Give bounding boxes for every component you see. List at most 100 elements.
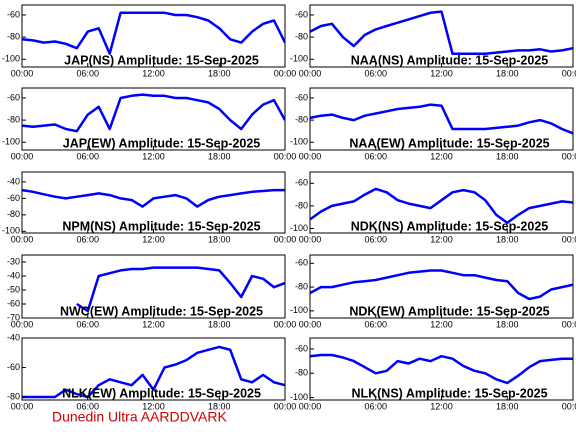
x-tick-label: 12:00 [430,319,453,329]
y-tick-label: -60 [295,343,308,353]
signal-line [310,103,573,135]
y-tick-label: -80 [295,281,308,291]
x-tick-label: 06:00 [76,319,99,329]
y-tick-label: -100 [290,392,308,402]
y-tick-label: -50 [7,284,20,294]
x-tick-label: 18:00 [496,68,519,78]
plot-area [310,103,573,135]
plot-area [22,345,285,399]
panel: -60 -80 -100 00:00 06:00 12:00 18:00 00:00 JAP(E… [2,87,297,161]
y-tick-label: -100 [290,305,308,315]
x-tick-label: 06:00 [364,234,387,244]
x-tick-label: 00:00 [562,234,576,244]
y-tick-label: -80 [295,31,308,41]
x-tick-label: 18:00 [496,151,519,161]
x-tick-label: 06:00 [364,401,387,411]
x-tick-label: 00:00 [11,68,34,78]
plot-area [22,93,285,133]
y-tick-label: -60 [7,298,20,308]
x-tick-label: 00:00 [274,319,297,329]
panel: -60 -80 -100 00:00 06:00 12:00 18:00 00:00 NDK(E… [290,254,576,329]
y-tick-label: -80 [7,391,20,401]
signal-line [22,93,285,133]
y-tick-label: -100 [2,137,20,147]
x-tick-label: 12:00 [142,68,165,78]
x-tick-label: 00:00 [562,401,576,411]
x-tick-label: 00:00 [274,68,297,78]
x-tick-label: 06:00 [364,319,387,329]
x-tick-label: 18:00 [208,319,231,329]
y-tick-label: -60 [7,92,20,102]
y-tick-label: -30 [7,256,20,266]
y-tick-label: -80 [7,209,20,219]
x-tick-label: 12:00 [142,234,165,244]
y-tick-label: -60 [295,178,308,188]
panel-title: NLK(NS) Amplitude: 15-Sep-2025 [351,386,547,400]
y-tick-label: -100 [290,137,308,147]
panel: -60-80-10000:0006:0012:0018:0000:00NDK(N… [290,171,576,244]
x-tick-label: 18:00 [208,68,231,78]
x-tick-label: 12:00 [430,234,453,244]
signal-line [310,353,573,385]
y-tick-label: -100 [290,223,308,233]
x-tick-label: 00:00 [299,151,322,161]
panel-title: NDK(EW) Amplitude: 15-Sep-2025 [349,304,549,318]
plot-area [310,10,573,55]
x-tick-label: 00:00 [11,234,34,244]
x-tick-label: 00:00 [11,401,34,411]
panel-title: JAP(EW) Amplitude: 15-Sep-2025 [63,136,261,150]
x-tick-label: 00:00 [299,319,322,329]
panel-title: NWC(EW) Amplitude: 15-Sep-2025 [60,304,263,318]
x-tick-label: 06:00 [364,68,387,78]
y-tick-label: -80 [7,31,20,41]
x-tick-label: 12:00 [142,319,165,329]
panel-title: NAA(EW) Amplitude: 15-Sep-2025 [349,136,549,150]
y-tick-label: -60 [295,9,308,19]
y-tick-label: -60 [7,193,20,203]
x-tick-label: 06:00 [76,401,99,411]
y-tick-label: -40 [7,332,20,342]
x-tick-label: 12:00 [142,151,165,161]
x-tick-label: 00:00 [299,234,322,244]
y-tick-label: -60 [295,258,308,268]
panel: -60 -80 -100 00:00 06:00 12:00 18:00 00:00 NAA(E… [290,87,576,161]
x-tick-label: 00:00 [274,234,297,244]
panel-title: NLK(EW) Amplitude: 15-Sep-2025 [62,386,261,400]
x-tick-label: 00:00 [274,401,297,411]
x-tick-label: 00:00 [299,401,322,411]
panel-title: JAP(NS) Amplitude: 15-Sep-2025 [64,53,259,67]
x-tick-label: 00:00 [299,68,322,78]
panel-title: NPM(NS) Amplitude: 15-Sep-2025 [62,219,260,233]
y-tick-label: -40 [7,176,20,186]
signal-line [310,10,573,55]
x-tick-label: 00:00 [562,151,576,161]
x-tick-label: 18:00 [208,234,231,244]
x-tick-label: 12:00 [142,401,165,411]
x-tick-label: 12:00 [430,68,453,78]
x-tick-label: 00:00 [562,68,576,78]
y-tick-label: -70 [7,312,20,322]
y-tick-label: -60 [7,362,20,372]
x-tick-label: 12:00 [430,151,453,161]
signal-line [76,266,285,313]
x-tick-label: 18:00 [496,234,519,244]
x-tick-label: 18:00 [496,401,519,411]
x-tick-label: 00:00 [274,151,297,161]
y-tick-label: -80 [295,368,308,378]
signal-line [22,345,285,399]
x-tick-label: 00:00 [11,151,34,161]
panel-title: NDK(NS) Amplitude: 15-Sep-2025 [351,219,549,233]
y-tick-label: -100 [290,54,308,64]
signal-line [22,188,285,208]
y-tick-label: -100 [2,54,20,64]
x-tick-label: 06:00 [76,234,99,244]
x-tick-label: 00:00 [11,319,34,329]
x-tick-label: 18:00 [208,151,231,161]
signal-line [310,269,573,301]
x-tick-label: 06:00 [76,151,99,161]
signal-line [22,11,285,55]
y-tick-label: -40 [7,270,20,280]
y-tick-label: -60 [295,92,308,102]
